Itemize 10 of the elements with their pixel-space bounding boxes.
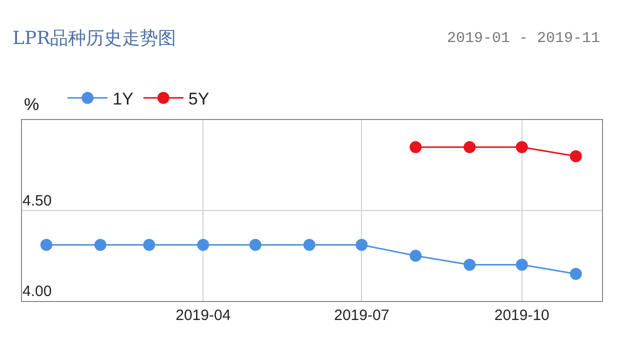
x-tick-label: 2019-04 — [176, 307, 231, 324]
y-tick-label: 4.50 — [22, 192, 52, 210]
legend-label: 1Y — [112, 90, 134, 109]
chart-subtitle: 2019-01 - 2019-11 — [447, 30, 600, 47]
chart-title: LPR品种历史走势图 — [12, 28, 176, 50]
x-tick-label: 2019-10 — [494, 307, 550, 324]
y-axis-title: % — [24, 95, 40, 114]
x-tick-label: 2019-07 — [334, 307, 390, 324]
legend-label: 5Y — [188, 90, 210, 109]
y-tick-label: 4.00 — [22, 282, 52, 300]
